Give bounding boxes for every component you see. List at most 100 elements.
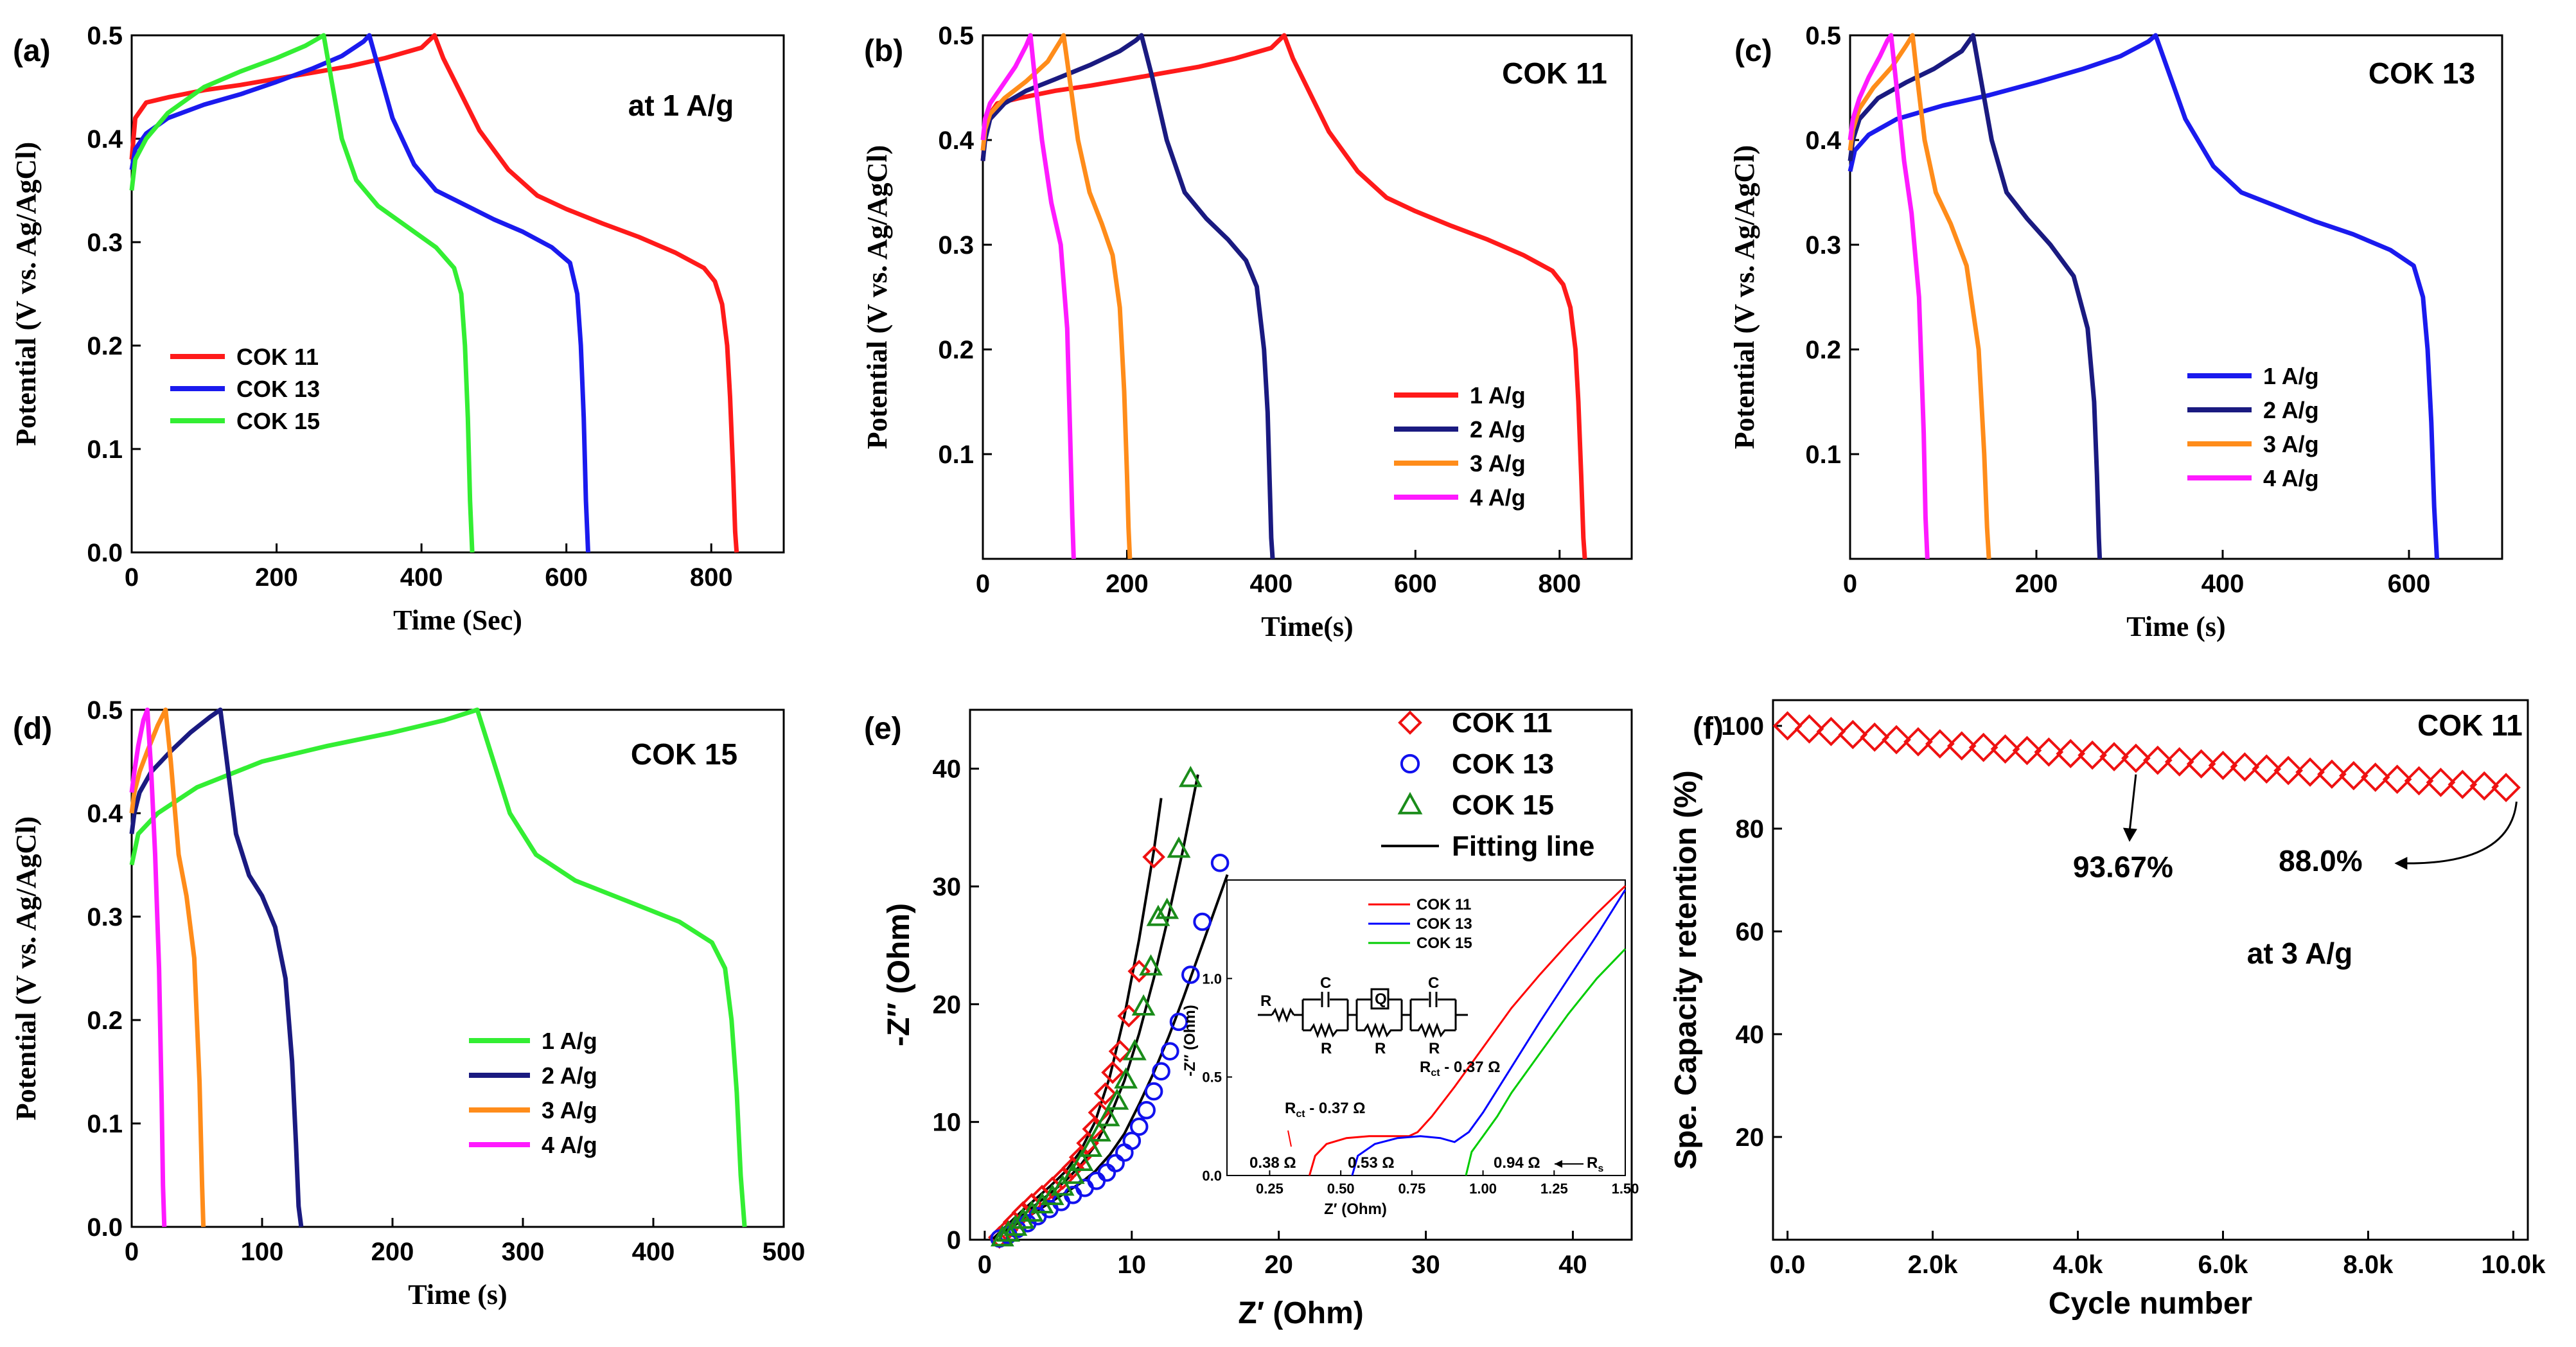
panel-subtitle: at 3 A/g (2247, 937, 2352, 970)
annotation-arrow (1287, 1130, 1292, 1147)
data-point (1178, 766, 1203, 788)
x-axis-title: Z′ (Ohm) (1238, 1296, 1363, 1330)
x-tick-label: 0 (976, 570, 990, 598)
data-point (2382, 764, 2412, 795)
circuit-label: R (1260, 992, 1271, 1010)
data-point (1106, 1154, 1125, 1173)
plot-frame (130, 709, 785, 1228)
panel-title: COK 15 (631, 737, 737, 771)
cpe-box (1370, 988, 1389, 1010)
x-tick-label: 200 (2015, 570, 2058, 598)
data-point (990, 1225, 1014, 1247)
y-tick-label: 0.5 (87, 696, 123, 725)
data-point (1108, 1039, 1132, 1063)
x-tick-label: 30 (1411, 1251, 1440, 1279)
resistor (1303, 1022, 1348, 1039)
data-point (1070, 1149, 1094, 1171)
data-point (2164, 747, 2194, 777)
x-tick-label: 6.0k (2198, 1251, 2249, 1279)
rct-label: Rct - 0.37 Ω (1420, 1059, 1501, 1078)
circuit-label: R (1429, 1040, 1440, 1057)
equivalent-circuit: R C R Q R C R (1258, 974, 1468, 1057)
plot-frame (969, 709, 1633, 1241)
resistor (1411, 1022, 1456, 1039)
rct-symbol: R (1420, 1059, 1431, 1076)
y-axis-title: Potential (V vs. Ag/AgCl) (10, 816, 42, 1120)
series-line-4-a-g (1848, 33, 1930, 559)
rs-symbol: R (1587, 1154, 1598, 1172)
x-axis-title: Time (Sec) (393, 604, 522, 636)
data-point (1882, 725, 1911, 755)
y-tick-label: 20 (933, 990, 962, 1019)
resistor (1357, 1022, 1402, 1039)
legend-marker (1398, 710, 1422, 735)
data-point (1129, 1117, 1149, 1136)
legend-label: 2 A/g (1470, 416, 1526, 443)
inset-plot: 0.25 0.50 0.75 1.00 1.25 1.50 0.0 0.5 1.0 Z′ (Ohm… (1181, 879, 1639, 1218)
legend-label: 4 A/g (1470, 484, 1526, 511)
data-point (1903, 726, 1933, 757)
panel-d: (d) 0 100 200 300 400 500 0.0 0.1 0.2 0.3 0.4 0.5 Tim… (10, 696, 805, 1310)
y-axis-title: -Z″ (Ohm) (882, 903, 916, 1046)
rct-subscript: ct (1431, 1068, 1440, 1078)
y-tick-label: 0.1 (87, 436, 123, 464)
x-tick-label: 4.0k (2053, 1251, 2104, 1279)
y-tick-label: 0.5 (938, 22, 974, 50)
data-point (2078, 740, 2107, 770)
x-tick-label: 0 (125, 563, 139, 592)
data-point (2230, 752, 2260, 782)
y-tick-label: 0.3 (938, 231, 974, 260)
y-tick-label: 40 (933, 755, 962, 784)
y-tick-label: 0.4 (87, 125, 123, 154)
data-point (1167, 836, 1191, 858)
data-point (1105, 1088, 1129, 1110)
data-point (1137, 1101, 1156, 1120)
y-tick-label: 0.1 (87, 1110, 123, 1138)
panel-label: (b) (864, 34, 903, 68)
panel-f: (f) 0.0 2.0k 4.0k 6.0k 8.0k 10.0k 20 40 60 80 100 Cy… (1669, 699, 2546, 1321)
x-tick-label: 600 (1394, 570, 1437, 598)
series-line-2-a-g (980, 33, 1275, 559)
inset-y-tick-label: 0.5 (1202, 1070, 1222, 1086)
data-point (1050, 1174, 1075, 1196)
x-tick-label: 100 (241, 1238, 284, 1266)
data-point (2426, 768, 2456, 797)
data-point (2142, 745, 2173, 775)
series-line-cok-13 (129, 33, 590, 553)
data-point (1115, 1143, 1134, 1162)
data-point (1088, 1120, 1111, 1142)
annotation-arrowhead (2394, 857, 2408, 870)
data-point (1210, 854, 1230, 872)
plot-frame (1772, 699, 2529, 1241)
rs-value: 0.53 Ω (1348, 1154, 1395, 1172)
inset-x-tick-label: 1.50 (1612, 1181, 1639, 1197)
x-tick-label: 800 (1538, 570, 1581, 598)
legend-label: Fitting line (1452, 831, 1594, 862)
series-line-4-a-g (980, 33, 1076, 559)
data-point (1131, 994, 1156, 1016)
y-tick-label: 10 (933, 1109, 962, 1137)
annotation-arrowhead (2122, 827, 2137, 842)
legend-label: 1 A/g (2263, 363, 2319, 389)
y-tick-label: 0.5 (87, 22, 123, 50)
panel-e: (e) 0 10 20 30 40 0 10 20 30 40 Z′ (Ohm) -Z″ (Ohm) CO… (864, 707, 1639, 1330)
data-point (1144, 1082, 1163, 1101)
annotation-label: 93.67% (2073, 850, 2173, 884)
series-line-3-a-g (1848, 33, 1991, 559)
data-point (1860, 722, 1890, 752)
inset-series-line (1351, 889, 1627, 1176)
inset-series-line (1308, 885, 1627, 1176)
panel-label: (c) (1734, 34, 1772, 68)
x-tick-label: 200 (255, 563, 298, 592)
data-point (1122, 1039, 1147, 1061)
y-tick-label: 0.4 (1805, 127, 1841, 155)
inset-x-tick-label: 1.00 (1469, 1181, 1497, 1197)
data-point (2186, 749, 2216, 779)
series-line-1-a-g (129, 707, 747, 1228)
series-line-3-a-g (129, 707, 206, 1228)
x-tick-label: 400 (2201, 570, 2245, 598)
series-line-1-a-g (980, 33, 1587, 559)
x-tick-label: 500 (763, 1238, 806, 1266)
x-axis-title: Cycle number (2049, 1287, 2252, 1321)
